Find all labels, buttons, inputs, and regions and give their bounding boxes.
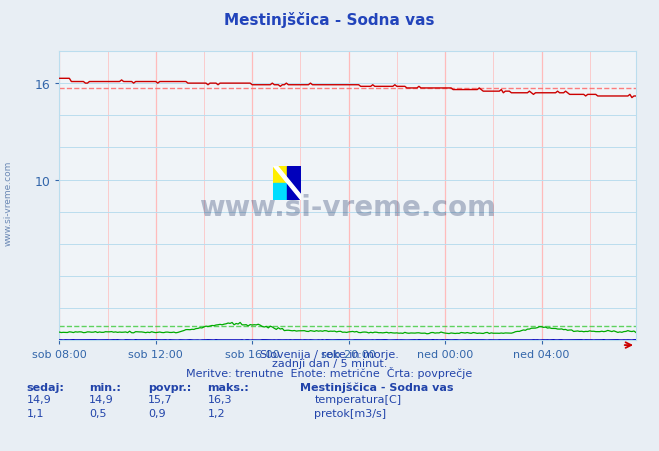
Text: maks.:: maks.: — [208, 382, 249, 392]
Text: 16,3: 16,3 — [208, 394, 232, 404]
Text: 0,5: 0,5 — [89, 408, 107, 418]
Text: pretok[m3/s]: pretok[m3/s] — [314, 408, 386, 418]
Text: Mestinjščica - Sodna vas: Mestinjščica - Sodna vas — [224, 12, 435, 28]
Bar — [287, 167, 301, 201]
Text: min.:: min.: — [89, 382, 121, 392]
Text: sedaj:: sedaj: — [26, 382, 64, 392]
Bar — [273, 167, 287, 184]
Text: Slovenija / reke in morje.: Slovenija / reke in morje. — [260, 349, 399, 359]
Text: 1,1: 1,1 — [26, 408, 44, 418]
Text: www.si-vreme.com: www.si-vreme.com — [3, 161, 13, 245]
Text: 14,9: 14,9 — [89, 394, 114, 404]
Text: Mestinjščica - Sodna vas: Mestinjščica - Sodna vas — [300, 382, 453, 392]
Polygon shape — [273, 167, 301, 201]
Text: 1,2: 1,2 — [208, 408, 225, 418]
Bar — [273, 184, 287, 201]
Text: povpr.:: povpr.: — [148, 382, 192, 392]
Text: Meritve: trenutne  Enote: metrične  Črta: povprečje: Meritve: trenutne Enote: metrične Črta: … — [186, 366, 473, 378]
Text: zadnji dan / 5 minut.: zadnji dan / 5 minut. — [272, 358, 387, 368]
Text: 14,9: 14,9 — [26, 394, 51, 404]
Text: 0,9: 0,9 — [148, 408, 166, 418]
Text: 15,7: 15,7 — [148, 394, 173, 404]
Text: temperatura[C]: temperatura[C] — [314, 394, 401, 404]
Text: www.si-vreme.com: www.si-vreme.com — [199, 194, 496, 222]
